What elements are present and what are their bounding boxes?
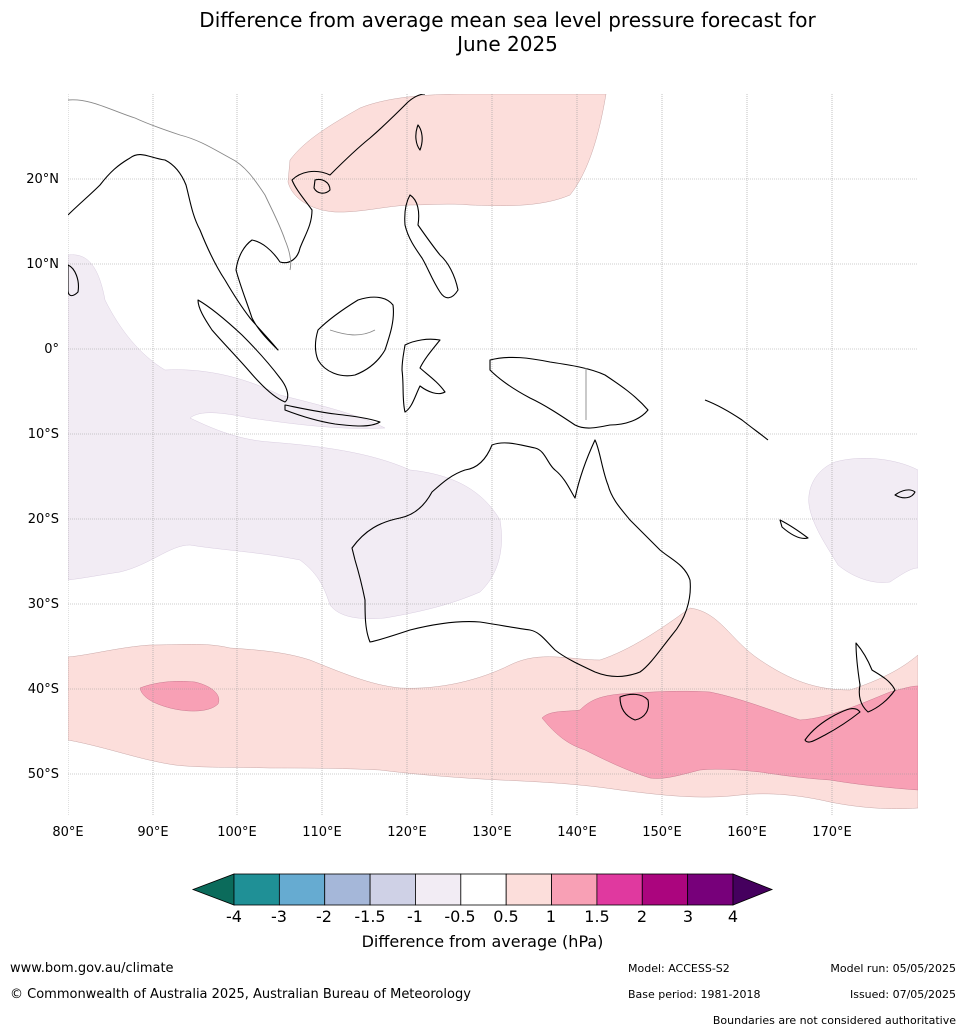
lat-label: 20°S (28, 512, 59, 527)
coast-sulawesi (401, 338, 446, 413)
coast-sri-lanka (68, 264, 79, 297)
coast-philippines (404, 194, 459, 299)
colorbar-labels: -4 -3 -2 -1.5 -1 -0.5 0.5 1 1.5 2 3 4 (226, 907, 738, 926)
colorbar-segment (505, 873, 552, 906)
lat-label: 30°S (28, 597, 59, 612)
border-borneo (329, 329, 376, 336)
anomaly-region-north-positive (287, 94, 607, 213)
lon-label: 140°E (557, 825, 597, 840)
forecast-map: 80°E 90°E 100°E 110°E 120°E 130°E 140°E … (26, 94, 918, 840)
colorbar-label: 3 (683, 907, 693, 926)
lat-label: 10°N (26, 257, 59, 272)
longitude-labels: 80°E 90°E 100°E 110°E 120°E 130°E 140°E … (52, 825, 851, 840)
anomaly-region-west-negative (68, 254, 502, 619)
colorbar-segment (278, 873, 326, 906)
anomaly-region-east-negative (808, 458, 918, 583)
graticule (68, 94, 918, 816)
colorbar-label: -4 (226, 907, 242, 926)
coast-new-guinea (489, 356, 649, 429)
anomaly-region-indian-ocean-strong (139, 681, 220, 712)
model-name: Model: ACCESS-S2 (628, 962, 730, 975)
anomaly-fills (68, 94, 918, 809)
lat-label: 0° (44, 342, 59, 357)
coast-australia (351, 439, 691, 678)
colorbar-label: -1.5 (354, 907, 385, 926)
anomaly-region-south-strong (541, 685, 918, 791)
colorbar-label: 1 (546, 907, 556, 926)
colorbar-title: Difference from average (hPa) (361, 932, 604, 951)
lon-label: 90°E (137, 825, 168, 840)
colorbar-segment (369, 873, 416, 906)
coast-new-zealand-south (804, 708, 861, 743)
colorbar-label: -3 (271, 907, 287, 926)
title-line-2: June 2025 (457, 32, 558, 56)
issued-date: Issued: 07/05/2025 (849, 988, 956, 1001)
map-title: Difference from average mean sea level p… (0, 8, 965, 56)
colorbar-label: 2 (637, 907, 647, 926)
coast-solomons (704, 399, 769, 441)
lon-label: 170°E (812, 825, 852, 840)
lon-label: 150°E (642, 825, 682, 840)
coast-borneo (314, 296, 394, 377)
lat-label: 50°S (28, 767, 59, 782)
colorbar-segment (415, 873, 462, 906)
model-run-date: Model run: 05/05/2025 (830, 962, 956, 975)
website-link[interactable]: www.bom.gov.au/climate (10, 961, 174, 976)
coast-tasmania (619, 693, 649, 721)
lon-label: 80°E (52, 825, 83, 840)
colorbar-label: -2 (316, 907, 332, 926)
coast-fiji (894, 489, 916, 499)
lon-label: 100°E (217, 825, 257, 840)
colorbar-label: 0.5 (493, 907, 518, 926)
coastlines (68, 94, 916, 743)
colorbar-segment (687, 873, 734, 906)
coast-java (284, 404, 381, 427)
colorbar-segment (324, 873, 371, 906)
colorbar-segment (460, 873, 507, 906)
lat-label: 20°N (26, 172, 59, 187)
colorbar-label: 4 (728, 907, 738, 926)
copyright-text: © Commonwealth of Australia 2025, Austra… (10, 987, 471, 1002)
border-asia (68, 99, 292, 271)
coast-new-caledonia (779, 519, 809, 539)
colorbar-label: -1 (407, 907, 423, 926)
colorbar-segment (596, 873, 643, 906)
title-line-1: Difference from average mean sea level p… (199, 8, 816, 32)
colorbar: -4 -3 -2 -1.5 -1 -0.5 0.5 1 1.5 2 3 4 (191, 873, 774, 926)
coast-taiwan (415, 124, 423, 151)
lon-label: 120°E (387, 825, 427, 840)
lon-label: 160°E (727, 825, 767, 840)
colorbar-segment (641, 873, 689, 906)
coast-asia-mainland (68, 94, 426, 351)
latitude-labels: 20°N 10°N 0° 10°S 20°S 30°S 40°S 50°S (26, 172, 59, 782)
boundary-disclaimer: Boundaries are not considered authoritat… (712, 1014, 956, 1027)
lat-label: 10°S (28, 427, 59, 442)
borders (68, 99, 587, 420)
lat-label: 40°S (28, 682, 59, 697)
colorbar-label: -0.5 (444, 907, 475, 926)
colorbar-extend-high (732, 873, 774, 906)
colorbar-segment (233, 873, 280, 906)
colorbar-label: 1.5 (584, 907, 609, 926)
colorbar-extend-low (191, 873, 235, 906)
coast-hainan (313, 178, 331, 194)
coast-sumatra (197, 299, 289, 403)
lon-label: 130°E (472, 825, 512, 840)
colorbar-segments (191, 873, 774, 906)
map-area (68, 94, 918, 816)
colorbar-segment (551, 873, 598, 906)
coast-new-zealand-north (855, 642, 896, 713)
lon-label: 110°E (302, 825, 342, 840)
base-period: Base period: 1981-2018 (628, 988, 761, 1001)
